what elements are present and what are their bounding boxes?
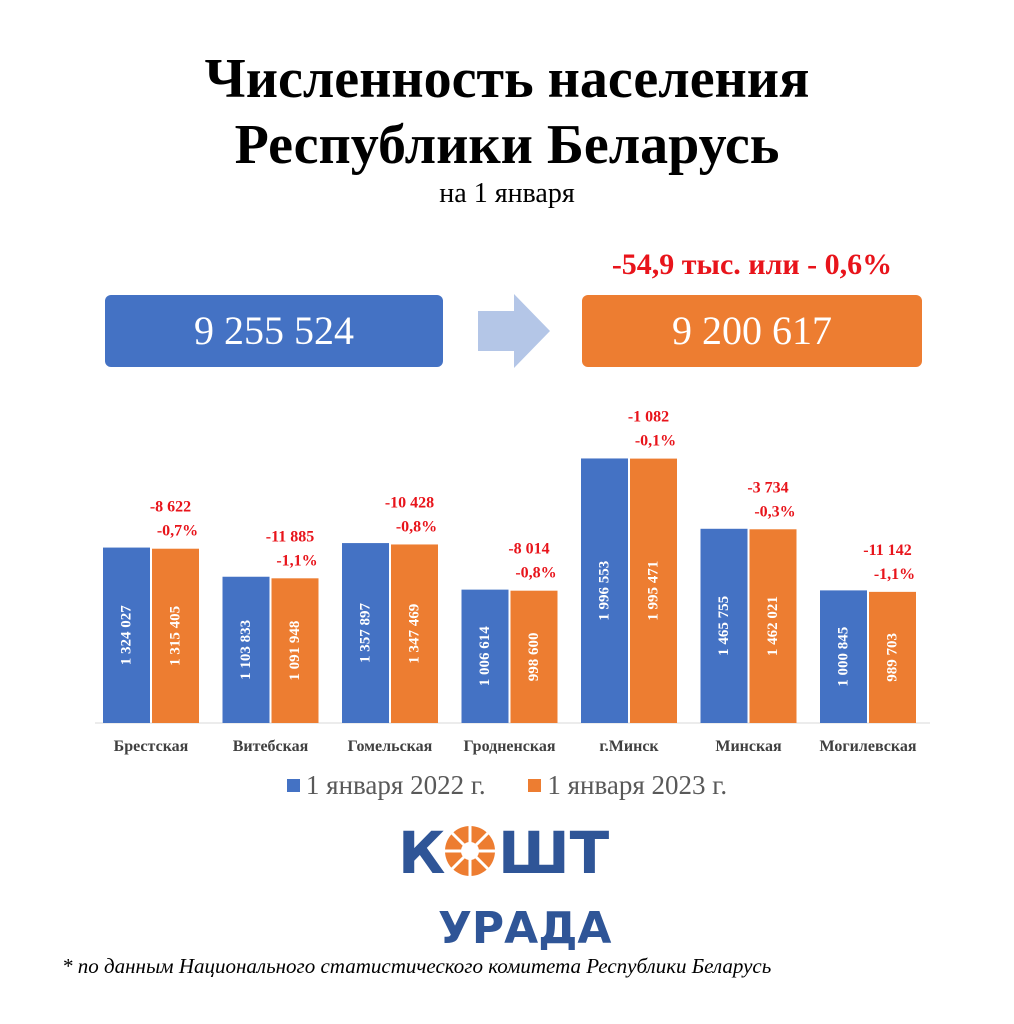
bar-2023 — [510, 590, 558, 723]
bar-2022 — [222, 576, 270, 723]
bar-value-label: 998 600 — [526, 632, 542, 681]
category-label: Гродненская — [464, 738, 556, 755]
bar-value-label: 1 103 833 — [238, 620, 254, 680]
bar-2023 — [630, 458, 677, 723]
bar-2022 — [461, 589, 509, 723]
change-pct-label: -0,3% — [754, 503, 795, 520]
svg-text:УРАДА: УРАДА — [438, 903, 611, 954]
legend-label-2022: 1 января 2022 г. — [305, 770, 486, 800]
population-bar-chart: 1 324 027 1 315 405 -8 622 -0,7% Брестская 1 … — [95, 409, 930, 755]
legend-item-2022: 1 января 2022 г. — [286, 770, 486, 801]
chart-title-line2: Республики Беларусь — [234, 114, 780, 176]
total-2023-box: 9 200 617 — [582, 295, 922, 367]
bar-value-label: 1 996 553 — [597, 561, 613, 621]
change-abs-label: -3 734 — [747, 479, 788, 496]
bar-2022 — [700, 528, 748, 723]
bar-2023 — [869, 591, 916, 723]
category-label: Могилевская — [819, 738, 916, 755]
legend-item-2023: 1 января 2023 г. — [528, 770, 727, 801]
category-label: г.Минск — [599, 738, 659, 755]
change-pct-label: -0,8% — [396, 518, 437, 535]
bar-2023 — [271, 578, 319, 723]
change-pct-label: -0,8% — [515, 565, 556, 582]
bar-value-label: 1 462 021 — [765, 596, 781, 656]
bar-2022 — [342, 543, 389, 723]
bar-value-label: 1 324 027 — [119, 605, 135, 666]
total-change-label: -54,9 тыс. или - 0,6% — [611, 248, 893, 281]
change-pct-label: -1,1% — [276, 552, 317, 569]
total-2022-box: 9 255 524 — [105, 295, 443, 367]
change-pct-label: -0,1% — [635, 433, 676, 450]
source-footnote: * по данным Национального статистическог… — [62, 954, 772, 978]
bar-2022 — [581, 458, 628, 723]
bar-value-label: 1 000 845 — [836, 627, 852, 687]
bar-value-label: 1 347 469 — [407, 604, 423, 664]
category-label: Минская — [715, 738, 782, 755]
bar-value-label: 989 703 — [885, 633, 901, 682]
change-abs-label: -8 014 — [508, 541, 549, 558]
category-label: Витебская — [233, 738, 309, 755]
change-abs-label: -10 428 — [385, 494, 434, 511]
change-abs-label: -11 885 — [266, 528, 314, 545]
category-label: Брестская — [114, 738, 189, 755]
bar-value-label: 1 465 755 — [716, 596, 732, 656]
bar-value-label: 1 357 897 — [358, 603, 374, 664]
logo-orange-sun-icon — [443, 824, 497, 878]
chart-subtitle: на 1 января — [439, 178, 575, 209]
svg-text:ШТ: ШТ — [498, 819, 610, 887]
change-pct-label: -1,1% — [874, 566, 915, 583]
svg-text:К: К — [398, 819, 445, 887]
bar-2022 — [103, 547, 150, 723]
change-abs-label: -8 622 — [150, 499, 191, 516]
bar-value-label: 1 995 471 — [646, 561, 662, 621]
category-label: Гомельская — [348, 738, 433, 755]
arrow-right-icon — [478, 294, 550, 368]
bar-value-label: 1 006 614 — [477, 626, 493, 687]
legend-swatch-2023 — [528, 779, 542, 792]
bar-value-label: 1 315 405 — [168, 606, 184, 666]
chart-title-line1: Численность населения — [204, 48, 810, 110]
bar-value-label: 1 091 948 — [287, 621, 303, 681]
kosht-urada-logo: К ШТ УРАДА — [398, 819, 611, 954]
legend-label-2023: 1 января 2023 г. — [547, 770, 728, 800]
bar-2023 — [152, 548, 199, 723]
change-abs-label: -11 142 — [863, 542, 911, 559]
change-pct-label: -0,7% — [157, 523, 198, 540]
change-abs-label: -1 082 — [628, 409, 669, 426]
bar-2022 — [820, 590, 867, 723]
bar-2023 — [749, 529, 797, 723]
chart-legend: 1 января 2022 г. 1 января 2023 г. — [0, 770, 1014, 801]
legend-swatch-2022 — [286, 779, 300, 792]
bar-2023 — [391, 544, 438, 723]
